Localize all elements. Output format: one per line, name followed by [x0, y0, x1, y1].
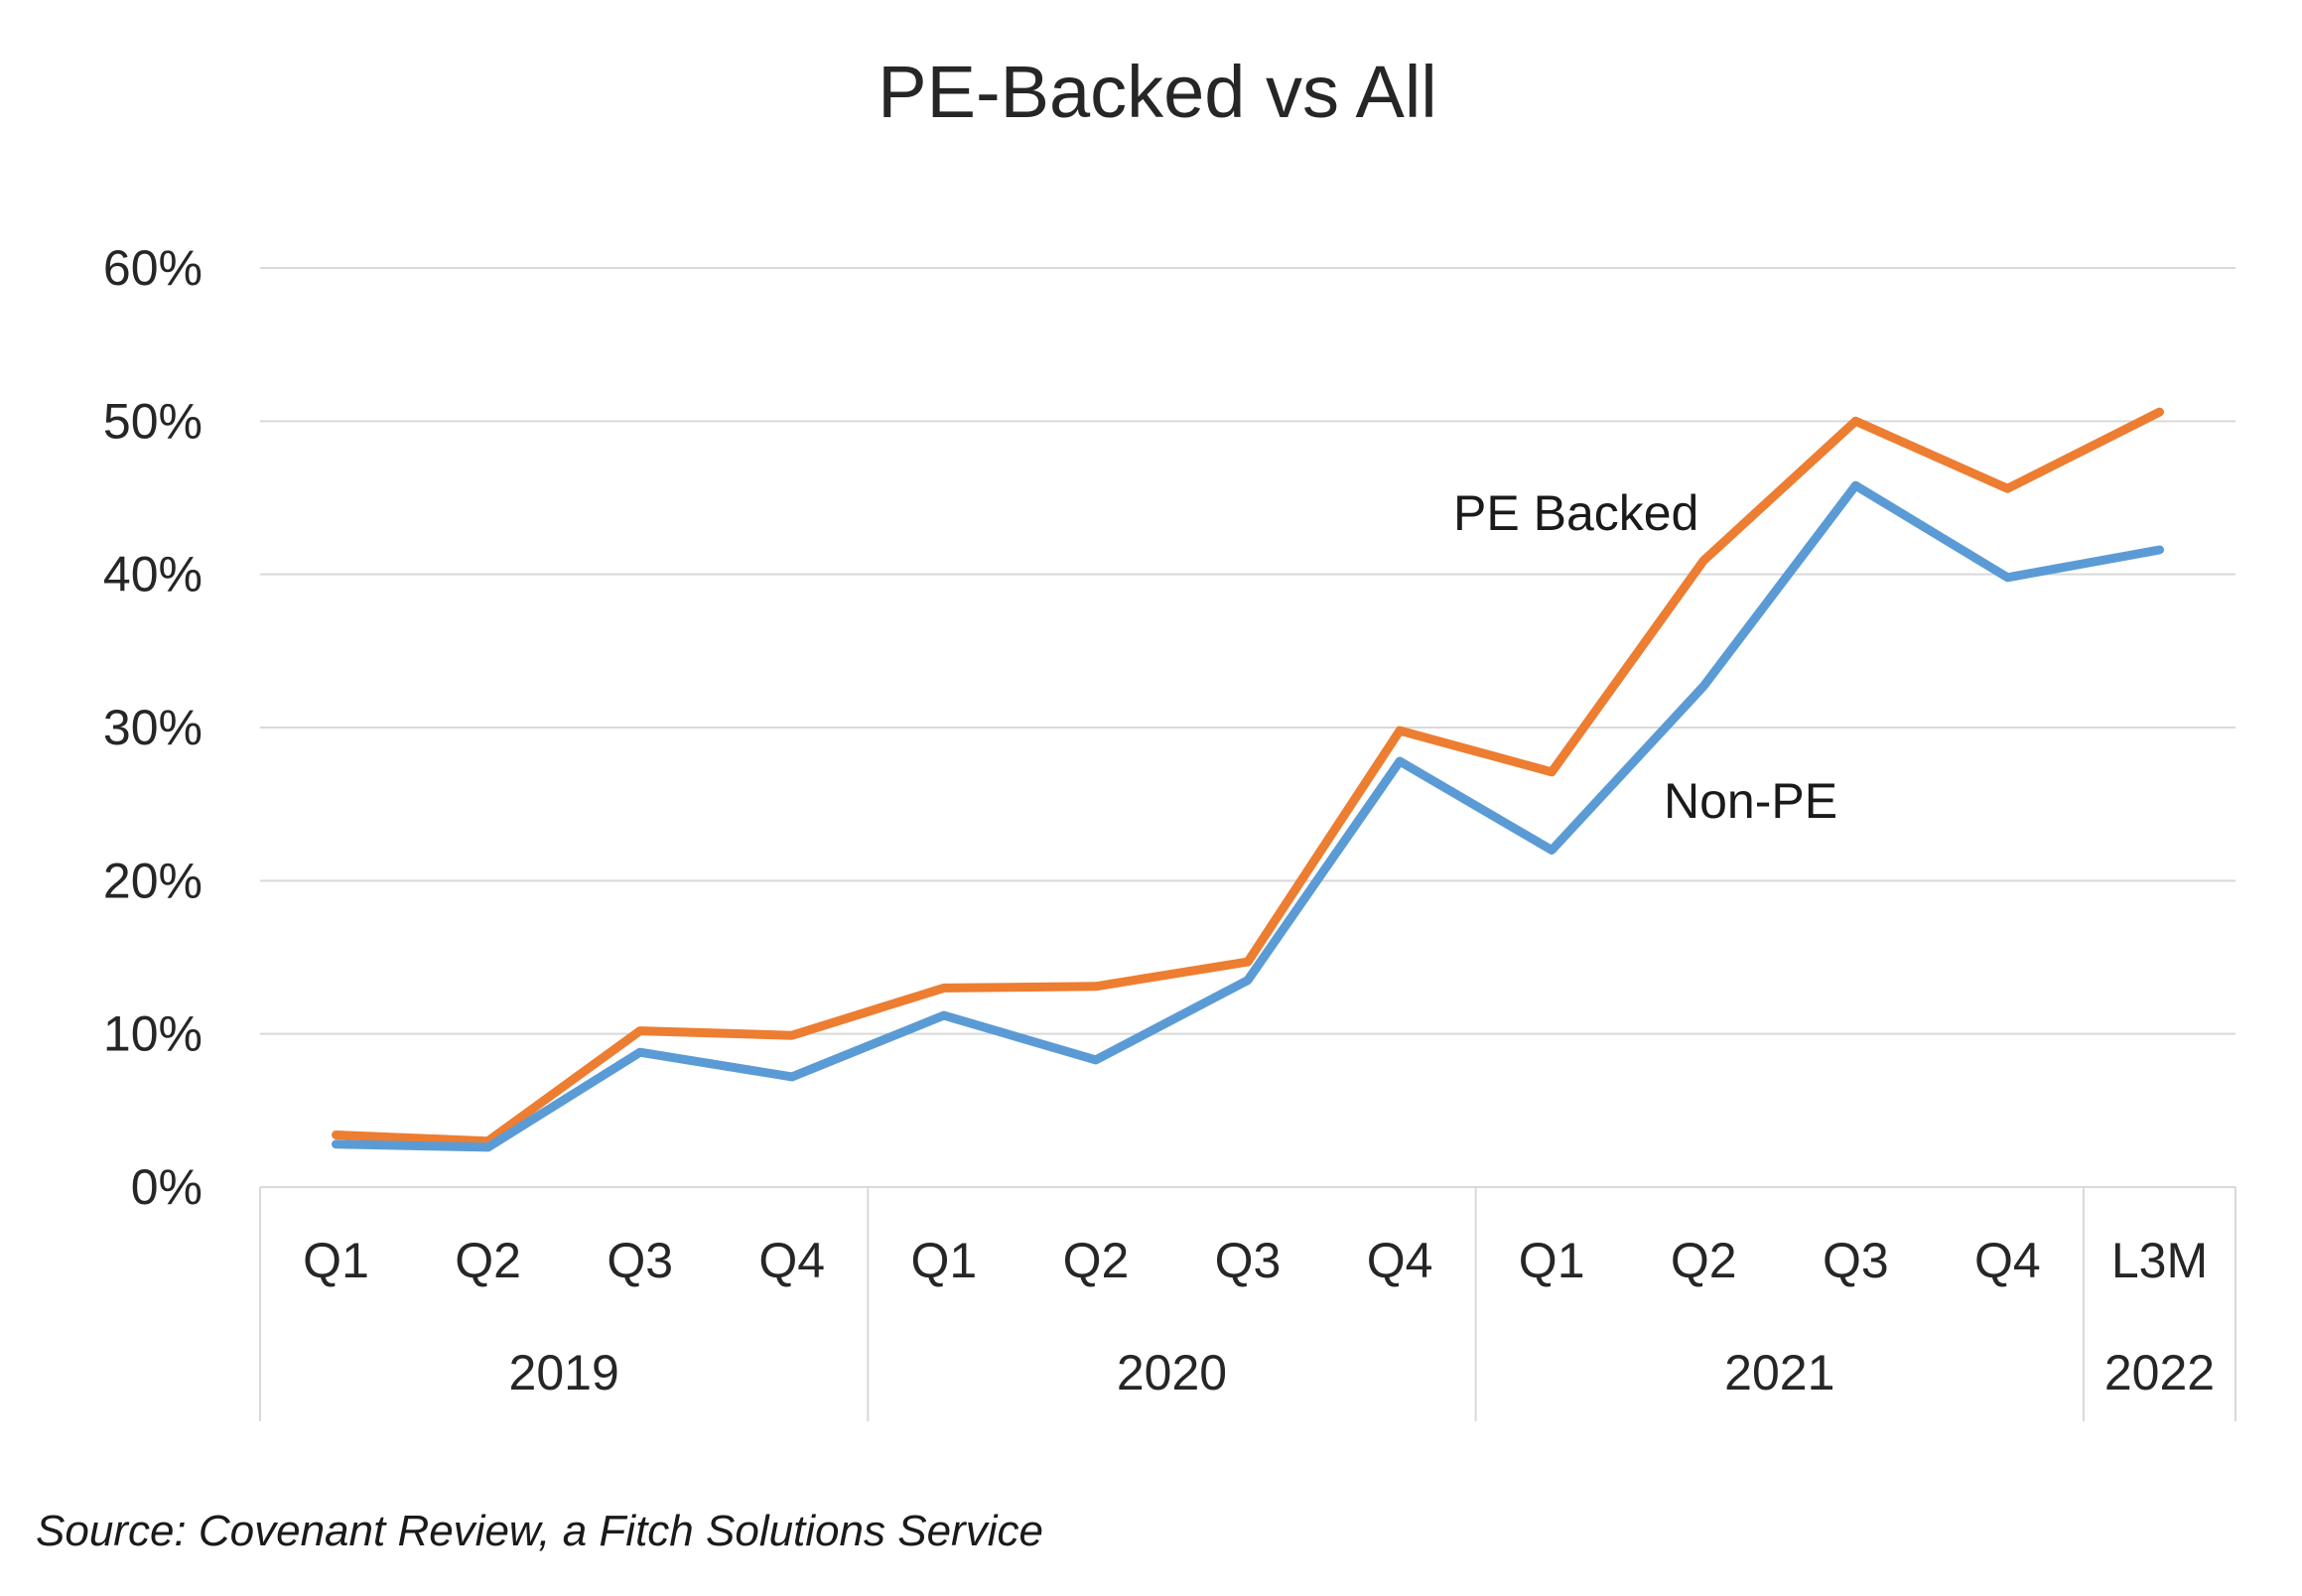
series-label-non-pe: Non-PE [1664, 773, 1837, 829]
x-tick-label: Q2 [1671, 1233, 1737, 1288]
y-tick-label: 60% [103, 240, 203, 296]
x-tick-label: Q4 [758, 1233, 825, 1288]
x-tick-label: Q1 [1519, 1233, 1585, 1288]
x-tick-label: Q3 [1215, 1233, 1282, 1288]
x-tick-label: Q3 [1823, 1233, 1889, 1288]
y-axis-ticks: 0% 10% 20% 30% 40% 50% 60% [103, 240, 203, 1215]
gridlines [260, 267, 2235, 1035]
x-tick-label: Q3 [607, 1233, 673, 1288]
x-tick-label: Q4 [1974, 1233, 2041, 1288]
source-note: Source: Covenant Review, a Fitch Solutio… [36, 1507, 1043, 1555]
y-tick-label: 30% [103, 700, 203, 755]
x-tick-label: Q4 [1367, 1233, 1433, 1288]
series-label-pe-backed: PE Backed [1453, 485, 1698, 541]
series-lines [332, 407, 2164, 1152]
y-tick-label: 50% [103, 393, 203, 449]
series-line-pe-backed [332, 407, 2164, 1146]
x-group-label: 2020 [1117, 1345, 1227, 1400]
x-group-label: 2021 [1724, 1345, 1834, 1400]
y-tick-label: 20% [103, 853, 203, 908]
x-group-label: 2022 [2104, 1345, 2215, 1400]
x-axis: Q1 Q2 Q3 Q4 Q1 Q2 Q3 Q4 Q1 Q2 Q3 Q4 L3M 2019 2020 2021 2… [259, 1186, 2236, 1421]
y-tick-label: 0% [131, 1159, 203, 1215]
y-tick-label: 40% [103, 547, 203, 602]
x-tick-label: Q1 [910, 1233, 977, 1288]
x-tick-label: Q1 [303, 1233, 369, 1288]
series-line-non-pe [332, 480, 2164, 1152]
x-tick-label: Q2 [1063, 1233, 1130, 1288]
x-tick-label: L3M [2111, 1233, 2208, 1288]
y-tick-label: 10% [103, 1006, 203, 1062]
x-group-label: 2019 [509, 1345, 619, 1400]
x-tick-label: Q2 [455, 1233, 521, 1288]
chart-title: PE-Backed vs All [878, 51, 1436, 133]
